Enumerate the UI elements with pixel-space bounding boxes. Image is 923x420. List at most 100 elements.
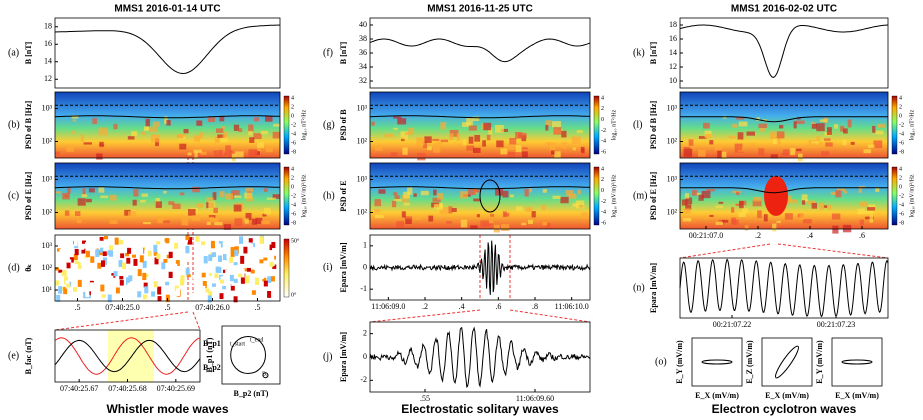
spectrogram-cell <box>709 140 714 145</box>
spectrogram-cell <box>568 193 577 199</box>
y-tick-label: 10² <box>357 207 368 216</box>
spectrogram-cell <box>515 206 523 212</box>
theta-cell <box>99 247 104 253</box>
y-axis-label: PSD of E [Hz] <box>24 172 33 221</box>
spectrogram-cell <box>561 130 567 138</box>
colorbar-tick-label: 0 <box>291 184 294 190</box>
spectrogram-cell <box>249 137 255 143</box>
panel-label: (c) <box>8 190 19 201</box>
spectrogram-cell <box>219 191 225 198</box>
theta-cell <box>97 262 102 269</box>
x-tick-label: 00:21:07.0 <box>689 231 723 240</box>
spectrogram-cell <box>451 207 457 213</box>
spectrogram-cell <box>83 142 92 145</box>
spectrogram-cell <box>391 200 397 208</box>
spectrogram-cell <box>850 141 855 145</box>
theta-cell <box>219 293 224 300</box>
theta-cell <box>82 240 87 244</box>
spectrogram-cell <box>196 203 203 208</box>
y-axis-label: E_Z (mV/m) <box>745 340 754 384</box>
panel-label: (b) <box>8 119 20 130</box>
y-tick-label: 0 <box>363 262 367 271</box>
theta-cell <box>100 258 105 262</box>
spectrogram-cell <box>191 215 200 221</box>
theta-cell <box>180 295 185 300</box>
spectrogram-cell <box>428 215 434 222</box>
spectrogram-cell <box>235 151 244 158</box>
theta-cell <box>226 252 231 260</box>
spectrogram-cell <box>580 146 585 153</box>
spectrogram-cell <box>150 134 160 143</box>
spectrogram-cell <box>488 127 493 135</box>
spectrogram-cell <box>272 131 280 139</box>
spectrogram-cell <box>873 140 883 149</box>
colorbar <box>283 166 290 226</box>
spectrogram-cell <box>437 193 444 200</box>
spectrogram-cell <box>467 189 476 196</box>
colorbar-tick-label: 4 <box>291 95 294 101</box>
theta-cell <box>216 243 221 249</box>
theta-cell <box>211 283 216 287</box>
theta-cell <box>160 275 165 280</box>
spectrogram-cell <box>683 147 691 150</box>
spectrogram-cell <box>542 189 548 193</box>
y-axis-label: E_Y (mV/m) <box>675 340 684 384</box>
spectrogram-cell <box>502 211 507 218</box>
spectrogram-cell <box>223 152 230 156</box>
y-axis-label: Epara [mV/m] <box>649 263 658 313</box>
annotation: t_start <box>230 341 245 347</box>
x-tick-label: 07:40:25.0 <box>105 303 139 312</box>
spectrogram-cell <box>688 139 694 146</box>
spectrogram-cell <box>245 187 254 192</box>
spectrogram-cell <box>821 151 830 156</box>
spectrogram-cell <box>449 133 454 140</box>
theta-cell <box>243 246 248 254</box>
y-tick-label: 10² <box>42 136 53 145</box>
theta-cell <box>106 250 111 256</box>
spectrogram-cell <box>248 149 258 157</box>
spectrogram-cell <box>208 201 216 210</box>
column-title: MMS1 2016-01-14 UTC <box>114 4 220 15</box>
theta-cell <box>143 282 148 288</box>
spectrogram-cell <box>72 119 77 122</box>
spectrogram-cell <box>823 205 828 208</box>
x-axis-label: B_p2 (nT) <box>234 389 269 398</box>
spectrogram-cell <box>521 222 527 226</box>
theta-cell <box>103 245 108 254</box>
y-tick-label: 40 <box>359 20 367 29</box>
spectrogram-cell <box>525 207 533 212</box>
theta-cell <box>106 286 111 292</box>
x-tick-label: .6 <box>859 231 865 240</box>
spectrogram-cell <box>133 189 139 197</box>
y-tick-label: 18 <box>669 20 677 29</box>
theta-cell <box>274 250 279 258</box>
spectrogram-cell <box>244 218 249 224</box>
colorbar-tick-label: -4 <box>601 139 606 145</box>
bp1-line <box>54 337 201 375</box>
spectrogram-cell <box>420 190 429 196</box>
spectrogram-cell <box>502 190 509 198</box>
spectrogram-cell <box>819 202 825 210</box>
theta-cell <box>183 293 188 299</box>
spectrogram-cell <box>466 118 473 126</box>
theta-cell <box>83 264 88 271</box>
spectrogram <box>55 163 280 229</box>
theta-cell <box>66 262 71 269</box>
colorbar-tick-label: -6 <box>899 140 904 146</box>
theta-cell <box>109 279 114 284</box>
spectrogram-cell <box>784 213 793 220</box>
spectrogram-cell <box>776 220 782 224</box>
spectrogram-cell <box>206 221 211 225</box>
spectrogram-cell <box>735 203 741 207</box>
spectrogram-cell <box>98 187 105 193</box>
spectrogram-cell <box>417 153 426 161</box>
theta-cell <box>265 237 270 242</box>
spectrogram-cell <box>824 138 831 141</box>
theta-cell <box>269 261 274 267</box>
spectrogram-cell <box>868 144 875 148</box>
theta-cell <box>201 241 206 246</box>
hodogram <box>841 359 873 365</box>
theta-cell <box>263 280 268 287</box>
colorbar-tick-label: 0 <box>601 188 604 194</box>
epara-line <box>369 326 591 388</box>
